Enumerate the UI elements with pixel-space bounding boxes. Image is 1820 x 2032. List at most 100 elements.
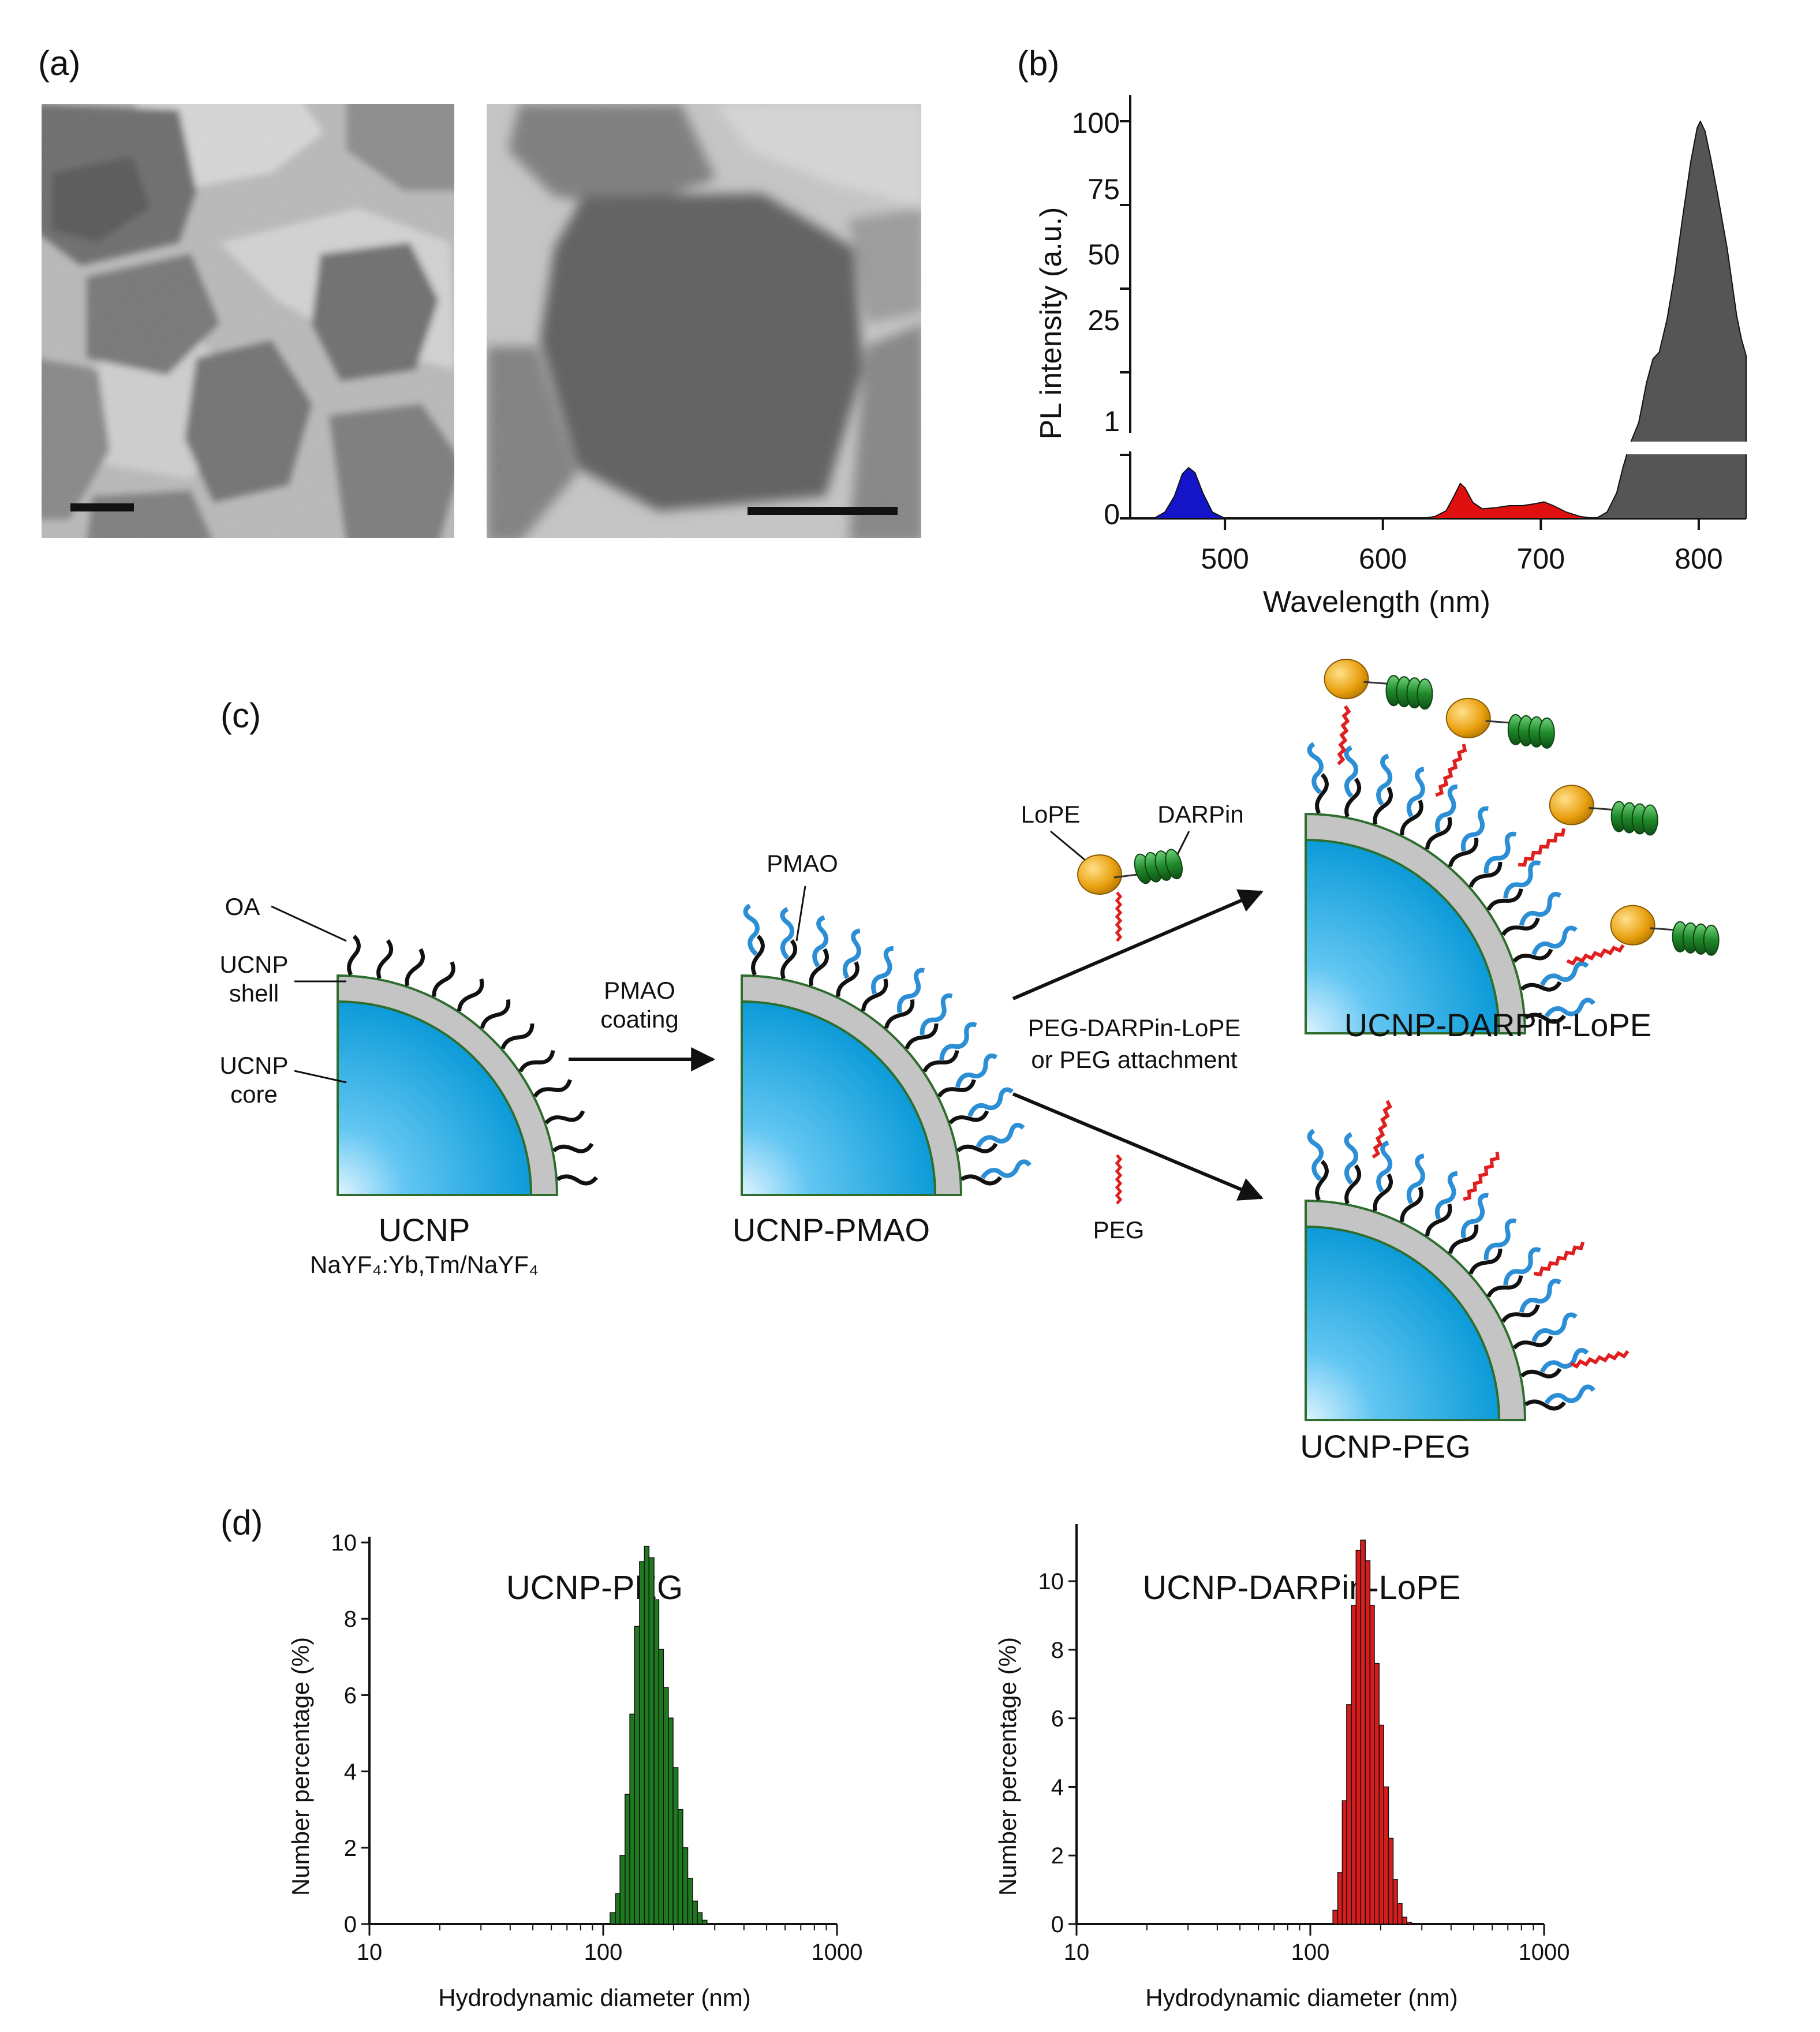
ucnp-formula: NaYF₄:Yb,Tm/NaYF₄	[310, 1251, 539, 1278]
lope-icon	[1324, 659, 1369, 700]
x-axis-title: Hydrodynamic diameter (nm)	[438, 1984, 751, 2011]
darpin-lope-conjugate	[1492, 785, 1658, 914]
x-tick-label: 10	[357, 1940, 383, 1965]
y-tick-label: 10	[331, 1530, 357, 1556]
ligand	[1373, 787, 1393, 826]
histogram-bar	[1406, 1922, 1412, 1925]
panel-label-c: (c)	[221, 696, 261, 735]
histogram-bar	[1332, 1910, 1339, 1925]
ligand	[976, 1124, 1025, 1146]
conjugate-head	[1445, 697, 1555, 749]
ligand	[957, 1141, 997, 1157]
ligand	[1530, 1313, 1579, 1342]
ligand	[938, 1077, 977, 1101]
lope-icon	[1445, 697, 1491, 738]
histogram-bar	[1378, 1724, 1384, 1925]
ligand	[1521, 1366, 1561, 1382]
tem-image-right	[487, 104, 921, 538]
linker	[1650, 927, 1673, 931]
pmao-coating-label-2: coating	[600, 1006, 678, 1033]
x-tick-label: 1000	[812, 1940, 863, 1965]
spectrum-band	[1595, 121, 1747, 519]
ligand	[1307, 1130, 1323, 1179]
ligand	[743, 905, 759, 954]
histogram-bar	[610, 1912, 616, 1925]
histogram-bar	[629, 1713, 635, 1925]
histogram-bar	[619, 1855, 626, 1925]
darpin-icon	[1385, 675, 1433, 710]
lope-label: LoPE	[1021, 801, 1081, 828]
ligand	[432, 961, 457, 999]
ucnp-core-label-2: core	[230, 1081, 278, 1108]
y-tick-label: 8	[344, 1607, 357, 1632]
ucnp-peg-title: UCNP-PEG	[1300, 1428, 1471, 1465]
y-tick-label: 2	[344, 1836, 357, 1861]
histogram-bar	[1369, 1604, 1375, 1925]
panel-label-d: (d)	[221, 1503, 263, 1542]
histogram-bar	[682, 1847, 689, 1925]
darpin-legend-icon	[1131, 843, 1186, 890]
darpin-label: DARPin	[1157, 801, 1243, 828]
y-tick-lower: 1	[1104, 405, 1120, 438]
ligand	[1516, 892, 1565, 925]
linker	[1485, 720, 1509, 724]
ligand	[1427, 785, 1465, 832]
conjugate-head	[1549, 785, 1658, 836]
ligand	[966, 1088, 1015, 1116]
darpin-lope-conjugate	[1556, 905, 1720, 995]
y-tick-upper: 75	[1087, 173, 1120, 206]
histogram-bar	[1337, 1872, 1343, 1925]
ucnp-title: UCNP	[379, 1212, 470, 1248]
ligand	[809, 948, 829, 988]
ligand	[864, 946, 901, 993]
ligand	[1307, 744, 1323, 792]
y-tick-upper: 100	[1072, 107, 1120, 139]
ucnp-pmao-title: UCNP-PMAO	[733, 1212, 930, 1248]
histogram-bar	[625, 1794, 630, 1925]
ligand	[952, 1054, 1001, 1087]
darpin-icon	[1610, 801, 1658, 836]
x-tick-label: 500	[1201, 543, 1249, 575]
histogram-bar	[644, 1545, 650, 1925]
x-axis-title: Hydrodynamic diameter (nm)	[1145, 1984, 1458, 2011]
ucnp-darpin-lope-title: UCNP-DARPin-LoPE	[1344, 1007, 1651, 1043]
darpin-lope-conjugate	[1403, 697, 1555, 834]
y-tick-label: 4	[344, 1760, 357, 1785]
histogram-bar	[1388, 1837, 1394, 1925]
lope-legend-icon	[1077, 854, 1122, 895]
peg-label: PEG	[1093, 1216, 1145, 1243]
histogram-bar	[648, 1557, 655, 1925]
ligand	[835, 929, 868, 978]
darpin-lope-ligands	[1307, 659, 1720, 1024]
ligand	[1545, 1387, 1594, 1403]
histogram-bar	[639, 1561, 645, 1925]
y-axis-title: Number percentage (%)	[287, 1637, 314, 1896]
histogram-bar	[1374, 1663, 1380, 1925]
peg-chain	[1534, 1242, 1586, 1278]
panel-label-b: (b)	[1017, 44, 1059, 83]
ligand	[1502, 915, 1541, 940]
ligand	[1400, 1186, 1425, 1224]
ligand	[981, 1161, 1030, 1178]
x-tick-label: 100	[1291, 1940, 1330, 1965]
pmao-coating-label-1: PMAO	[604, 977, 675, 1004]
ligand	[1521, 979, 1561, 995]
peg-legend-icon-2	[1117, 1155, 1120, 1204]
dls-histogram-ucnp-peg: UCNP-PEG Number percentage (%) Hydrodyna…	[287, 1530, 862, 2011]
linker	[1589, 807, 1612, 811]
y-tick-upper: 50	[1087, 238, 1120, 271]
ligand	[534, 1077, 573, 1101]
histogram-bar	[653, 1599, 660, 1925]
attach-label-1: PEG-DARPin-LoPE	[1028, 1014, 1241, 1041]
spectrum-band	[1153, 467, 1226, 519]
ligand	[1530, 927, 1579, 955]
histogram-bar	[634, 1626, 640, 1925]
ligand	[349, 936, 360, 975]
x-tick-label: 800	[1675, 543, 1722, 575]
ligand	[553, 1141, 593, 1157]
tem-image-left	[42, 104, 454, 538]
ucnp-shell-label-1: UCNP	[219, 951, 288, 978]
histogram-bar	[663, 1687, 669, 1925]
y-tick-lower: 0	[1104, 498, 1120, 531]
